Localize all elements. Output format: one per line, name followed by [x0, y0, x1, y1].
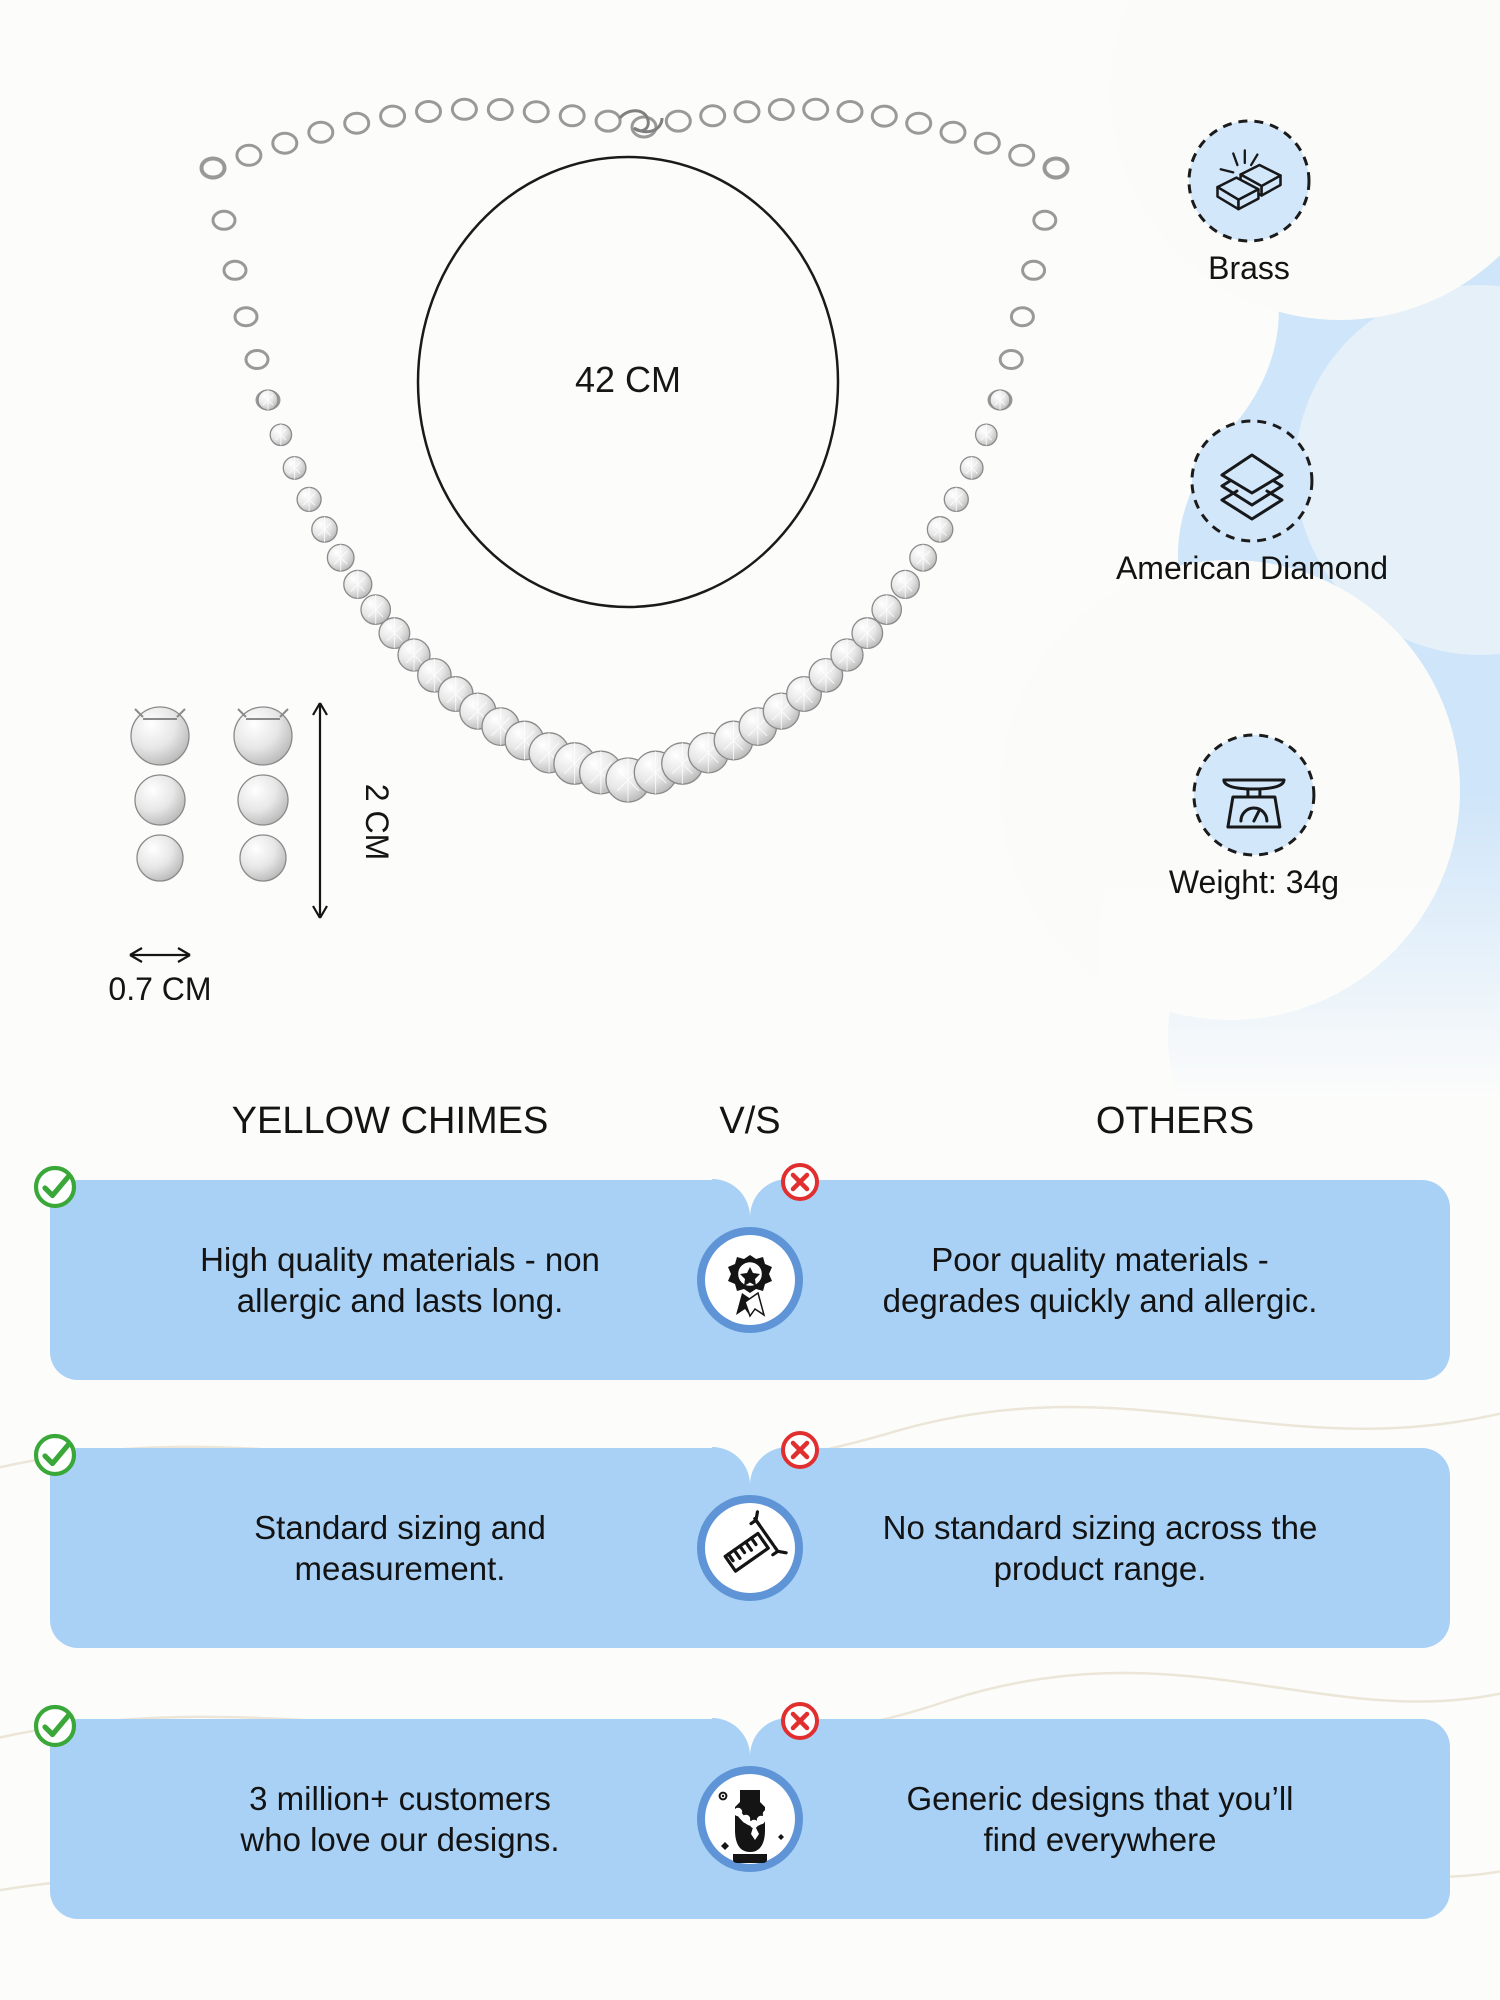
svg-text:0.7 CM: 0.7 CM	[108, 971, 211, 1000]
svg-text:42 CM: 42 CM	[575, 359, 681, 400]
svg-text:2 CM: 2 CM	[359, 784, 395, 860]
